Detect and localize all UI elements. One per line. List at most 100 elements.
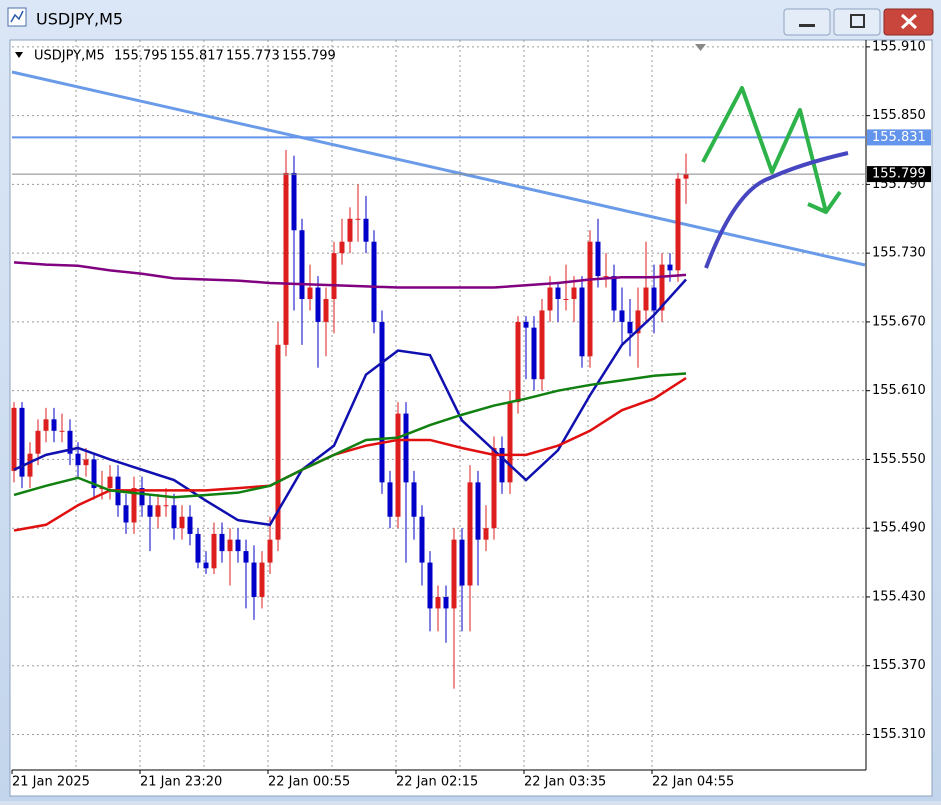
candle-body xyxy=(219,533,225,552)
candle-body xyxy=(171,505,177,529)
candle-body xyxy=(387,482,393,517)
y-tick-label: 155.730 xyxy=(872,246,926,261)
minimize-button[interactable] xyxy=(783,8,831,36)
candle-body xyxy=(123,505,129,523)
candle-body xyxy=(179,516,185,529)
candle-body xyxy=(187,516,193,534)
candle-body xyxy=(619,310,625,322)
chart-symbol: USDJPY,M5 xyxy=(34,49,105,64)
candle-body xyxy=(427,562,433,609)
x-tick-label: 21 Jan 23:20 xyxy=(140,775,222,790)
candle-body xyxy=(35,430,41,454)
candle-body xyxy=(259,562,265,597)
x-tick-label: 22 Jan 00:55 xyxy=(268,775,350,790)
candle-body xyxy=(451,539,457,609)
candle-body xyxy=(603,276,609,278)
candle-body xyxy=(395,413,401,517)
moving-average xyxy=(13,377,687,532)
y-tick-label: 155.430 xyxy=(872,589,926,604)
header-low: 155.773 xyxy=(226,49,280,64)
candle-body xyxy=(147,505,153,517)
candle-body xyxy=(195,533,201,563)
candle-body xyxy=(531,327,537,380)
candle-body xyxy=(339,241,345,254)
candle-body xyxy=(667,264,673,271)
y-tick-label: 155.670 xyxy=(872,314,926,329)
candle-body xyxy=(555,287,561,299)
candle-body xyxy=(131,488,137,523)
candle-body xyxy=(363,218,369,242)
candle-body xyxy=(411,482,417,517)
candle-body xyxy=(83,459,89,466)
candle-body xyxy=(139,488,145,506)
maximize-icon xyxy=(850,14,865,28)
candle-body xyxy=(331,253,337,299)
candle-body xyxy=(355,218,361,220)
y-tick-label: 155.490 xyxy=(872,521,926,536)
forecast-curve xyxy=(704,151,849,269)
y-tick-label: 155.610 xyxy=(872,383,926,398)
candle-body xyxy=(403,413,409,483)
candle-body xyxy=(107,476,113,489)
header-triangle xyxy=(15,52,23,58)
candle-body xyxy=(643,287,649,311)
x-tick-label: 21 Jan 2025 xyxy=(12,775,90,790)
chart-shift-marker xyxy=(695,44,706,51)
candle-body xyxy=(675,178,681,271)
candle-body xyxy=(635,310,641,334)
candle-body xyxy=(99,488,105,490)
candle-body xyxy=(435,596,441,609)
x-tick-label: 22 Jan 03:35 xyxy=(524,775,606,790)
candle-body xyxy=(659,264,665,311)
candle-body xyxy=(43,419,49,431)
candle-body xyxy=(595,241,601,277)
candle-body xyxy=(251,562,257,597)
candle-body xyxy=(211,533,217,569)
y-tick-label: 155.550 xyxy=(872,452,926,467)
candle-body xyxy=(627,321,633,334)
candle-body xyxy=(587,241,593,357)
candle-body xyxy=(235,539,241,552)
candle-body xyxy=(243,551,249,563)
close-icon xyxy=(900,13,918,30)
candle-body xyxy=(27,453,33,477)
maximize-button[interactable] xyxy=(833,8,881,36)
candle-body xyxy=(379,321,385,483)
candle-body xyxy=(459,539,465,586)
candle-body xyxy=(563,298,569,300)
x-tick-label: 22 Jan 02:15 xyxy=(396,775,478,790)
y-tick-label: 155.310 xyxy=(872,727,926,742)
moving-average xyxy=(13,278,687,527)
candle-body xyxy=(307,287,313,299)
candle-body xyxy=(155,505,161,517)
candle-body xyxy=(275,344,281,540)
chart-background xyxy=(9,39,933,797)
candle-body xyxy=(571,287,577,299)
header-high: 155.817 xyxy=(170,49,224,64)
candle-body xyxy=(523,321,529,328)
grid xyxy=(12,40,866,770)
candle-body xyxy=(267,539,273,563)
level-price-box xyxy=(867,129,931,146)
candle-body xyxy=(467,482,473,586)
y-tick-label: 155.370 xyxy=(872,658,926,673)
candle-body xyxy=(299,230,305,299)
header-close: 155.799 xyxy=(282,49,336,64)
candle-body xyxy=(91,459,97,489)
candle-body xyxy=(59,430,65,432)
candle-body xyxy=(19,407,25,477)
candle-body xyxy=(347,218,353,242)
y-tick-label: 155.850 xyxy=(872,108,926,123)
candle-body xyxy=(67,430,73,454)
candle-body xyxy=(51,419,57,431)
candle-body xyxy=(547,287,553,311)
candle-body xyxy=(507,402,513,483)
bid-price-box xyxy=(867,166,931,183)
x-tick-label: 22 Jan 04:55 xyxy=(652,775,734,790)
moving-average xyxy=(13,261,687,289)
candle-body xyxy=(11,407,17,471)
candle-body xyxy=(483,528,489,540)
candle-body xyxy=(475,482,481,540)
